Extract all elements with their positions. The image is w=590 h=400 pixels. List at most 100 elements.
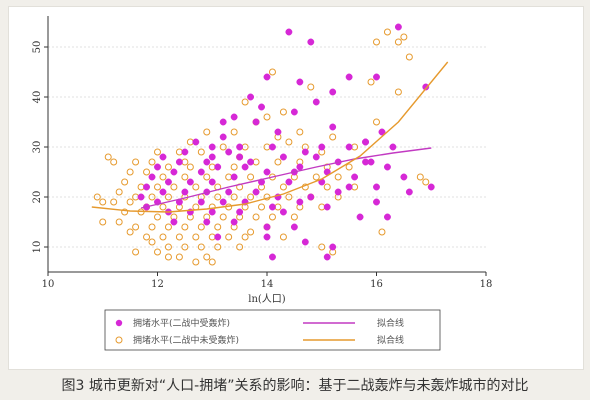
unbombed-point <box>318 243 326 251</box>
bombed-point <box>170 218 178 226</box>
bombed-point <box>181 148 189 156</box>
bombed-point <box>296 78 304 86</box>
unbombed-point <box>252 213 260 221</box>
bombed-point <box>247 93 255 101</box>
unbombed-point <box>115 188 123 196</box>
unbombed-point <box>143 168 151 176</box>
unbombed-point <box>241 98 249 106</box>
bombed-point <box>236 208 244 216</box>
unbombed-point <box>274 158 282 166</box>
bombed-point <box>225 188 233 196</box>
unbombed-point <box>296 128 304 136</box>
unbombed-point <box>219 143 227 151</box>
bombed-point <box>269 253 276 261</box>
bombed-point <box>405 188 413 196</box>
bombed-point <box>263 223 271 231</box>
unbombed-point <box>164 253 172 261</box>
unbombed-point <box>121 208 129 216</box>
unbombed-point <box>258 203 266 211</box>
unbombed-point <box>219 213 227 221</box>
unbombed-point <box>247 193 255 201</box>
bombed-point <box>367 158 375 166</box>
bombed-point <box>219 133 227 141</box>
bombed-point <box>192 138 200 146</box>
unbombed-point <box>373 118 380 126</box>
bombed-point <box>290 223 298 231</box>
unbombed-point <box>99 198 107 206</box>
unbombed-point <box>148 238 156 246</box>
y-tick-label: 40 <box>32 91 43 104</box>
unbombed-point <box>197 243 205 251</box>
legend-bombed-marker <box>115 319 123 327</box>
bombed-point <box>279 208 287 216</box>
bombed-point <box>208 143 216 151</box>
unbombed-point <box>373 38 380 46</box>
unbombed-point <box>230 128 238 136</box>
x-tick-label: 12 <box>151 279 164 290</box>
unbombed-point <box>164 163 172 171</box>
bombed-point <box>154 163 161 171</box>
bombed-point <box>263 233 271 241</box>
unbombed-point <box>192 183 200 191</box>
legend-box <box>104 309 441 351</box>
unbombed-point <box>132 158 140 166</box>
bombed-point <box>373 183 380 191</box>
bombed-point <box>208 178 216 186</box>
bombed-point <box>318 143 326 151</box>
unbombed-point <box>197 148 205 156</box>
unbombed-point <box>203 128 211 136</box>
scatter-chart: 10 20 30 40 50 10 12 14 16 18 ln(人口) 拥堵水平(二战中受轰炸) 拥堵… <box>32 16 492 351</box>
bombed-point <box>384 163 391 171</box>
bombed-point <box>329 243 337 251</box>
bombed-point <box>269 203 276 211</box>
x-tick-label: 10 <box>42 279 55 290</box>
bombed-point <box>236 143 244 151</box>
unbombed-point <box>323 183 331 191</box>
bombed-point <box>345 73 353 81</box>
bombed-point <box>230 173 238 181</box>
unbombed-point <box>121 178 129 186</box>
bombed-point <box>230 218 238 226</box>
unbombed-point <box>164 223 172 231</box>
unbombed-point <box>334 173 342 181</box>
bombed-point <box>225 148 233 156</box>
bombed-point <box>323 203 331 211</box>
bombed-point <box>241 163 249 171</box>
unbombed-point <box>132 223 140 231</box>
unbombed-point <box>175 253 183 261</box>
bombed-point <box>197 168 205 176</box>
unbombed-point <box>126 198 134 206</box>
legend-unbombed-marker <box>115 336 123 344</box>
chart-panel <box>8 6 584 370</box>
bombed-point <box>252 188 260 196</box>
unbombed-point <box>279 233 287 241</box>
y-tick-label: 20 <box>32 191 43 204</box>
bombed-point <box>394 23 402 31</box>
bombed-point <box>203 218 211 226</box>
unbombed-point <box>148 158 156 166</box>
unbombed-point <box>367 78 375 86</box>
bombed-point <box>274 128 282 136</box>
bombed-point <box>186 178 194 186</box>
unbombed-point <box>126 168 134 176</box>
legend-label: 拟合线 <box>377 317 404 329</box>
bombed-point <box>159 153 167 161</box>
unbombed-point <box>104 153 112 161</box>
bombed-point <box>214 163 222 171</box>
bombed-point <box>285 28 293 36</box>
unbombed-point <box>164 243 172 251</box>
bombed-point <box>148 173 156 181</box>
unbombed-point <box>132 248 140 256</box>
bombed-point <box>422 83 430 91</box>
y-tick-label: 30 <box>32 141 43 154</box>
bombed-point <box>345 143 353 151</box>
unbombed-point <box>159 203 167 211</box>
bombed-point <box>307 193 315 201</box>
bombed-point <box>247 158 255 166</box>
unbombed-point <box>236 243 244 251</box>
bombed-point <box>290 108 298 116</box>
unbombed-point <box>181 223 189 231</box>
bombed-point <box>296 163 304 171</box>
bombed-point <box>208 208 216 216</box>
unbombed-point <box>203 253 211 261</box>
